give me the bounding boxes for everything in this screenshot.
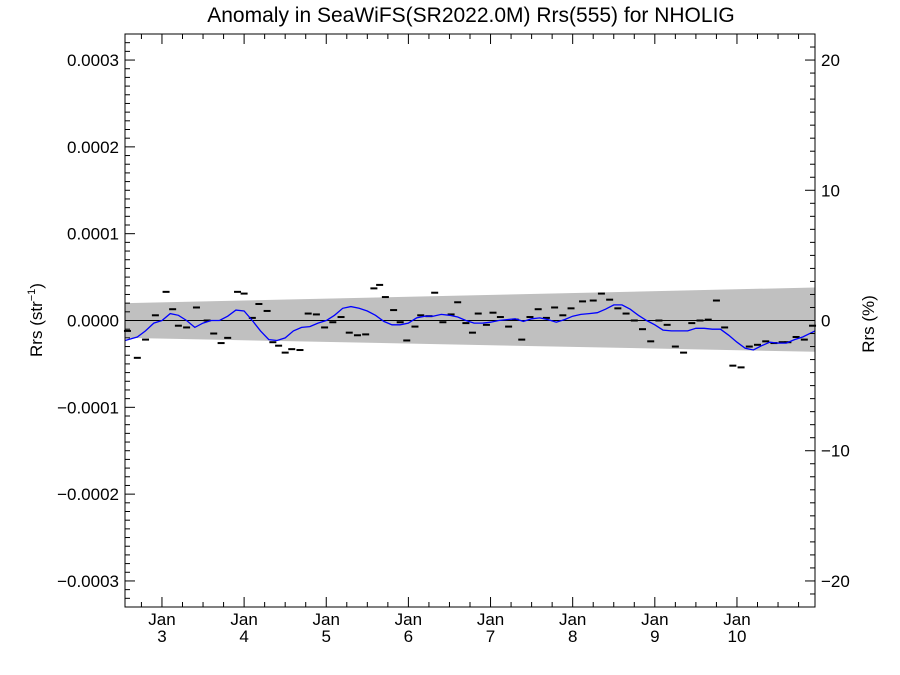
plot-area (123, 283, 817, 369)
smoothed-series-line (124, 304, 816, 351)
x-tick-month: Jan (313, 610, 340, 629)
right-tick-label: −10 (821, 442, 850, 461)
x-tick-day: 9 (650, 627, 659, 646)
x-tick-month: Jan (559, 610, 586, 629)
left-tick-label: 0.0000 (67, 312, 119, 331)
left-tick-label: −0.0001 (57, 398, 119, 417)
left-tick-label: 0.0002 (67, 138, 119, 157)
left-tick-label: −0.0003 (57, 572, 119, 591)
x-tick-day: 4 (239, 627, 248, 646)
x-tick-month: Jan (395, 610, 422, 629)
x-tick-month: Jan (148, 610, 175, 629)
left-y-axis-label-base: Rrs (str (27, 301, 46, 357)
x-tick-month: Jan (230, 610, 257, 629)
left-tick-label: −0.0002 (57, 485, 119, 504)
x-tick-month: Jan (641, 610, 668, 629)
left-y-axis-label-close: ) (27, 283, 46, 289)
x-tick-day: 3 (157, 627, 166, 646)
left-y-axis-label: Rrs (str−1) (26, 283, 46, 357)
x-tick-day: 10 (728, 627, 747, 646)
x-tick-month: Jan (477, 610, 504, 629)
x-tick-day: 7 (486, 627, 495, 646)
right-tick-label: 20 (821, 51, 840, 70)
left-y-axis: 0.0003 0.0002 0.0001 0.0000 −0.0001 −0.0002 −0… (57, 42, 135, 599)
x-tick-day: 5 (322, 627, 331, 646)
left-y-axis-label-exponent: −1 (26, 289, 38, 302)
left-tick-label: 0.0001 (67, 225, 119, 244)
x-tick-day: 6 (404, 627, 413, 646)
left-tick-label: 0.0003 (67, 51, 119, 70)
chart-title: Anomaly in SeaWiFS(SR2022.0M) Rrs(555) f… (207, 4, 735, 27)
x-tick-day: 8 (568, 627, 577, 646)
right-y-axis: 20 10 0 −10 −20 (805, 46, 850, 595)
x-tick-month: Jan (723, 610, 750, 629)
right-y-axis-label: Rrs (%) (859, 295, 878, 353)
right-tick-label: −20 (821, 572, 850, 591)
uncertainty-band (125, 287, 815, 352)
right-tick-label: 10 (821, 181, 840, 200)
right-tick-label: 0 (821, 312, 830, 331)
